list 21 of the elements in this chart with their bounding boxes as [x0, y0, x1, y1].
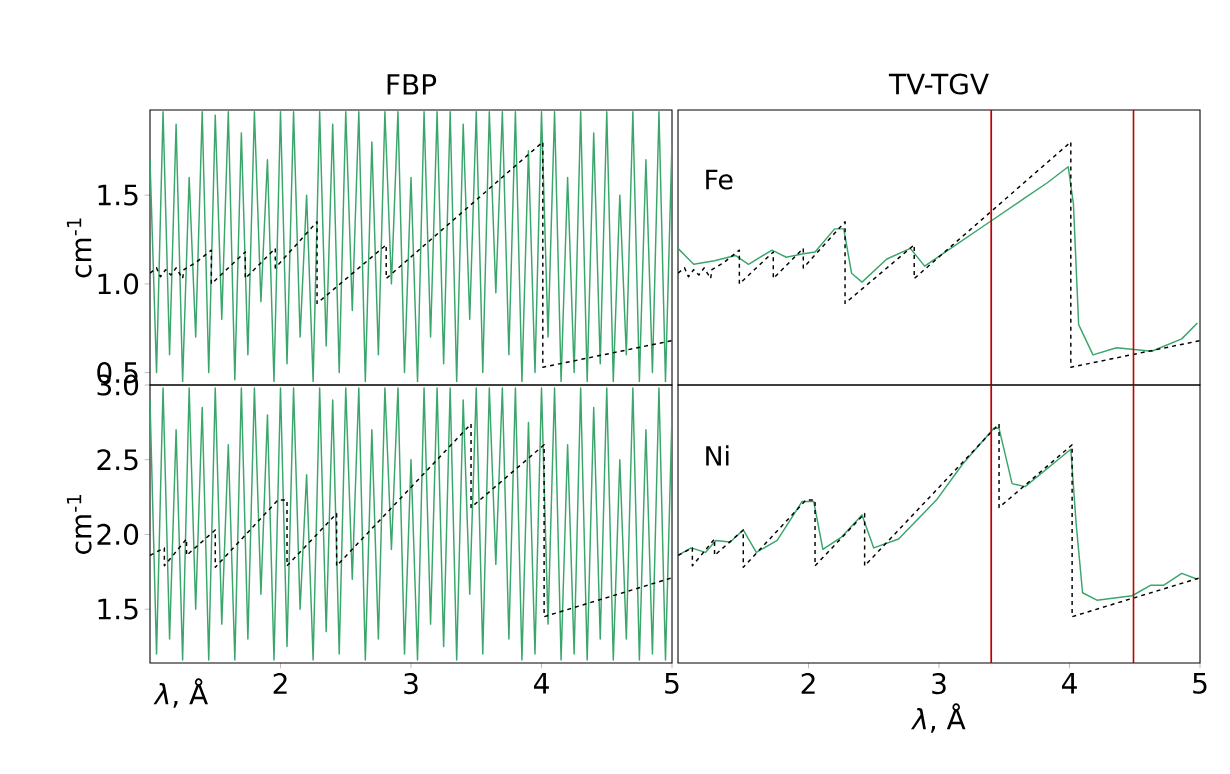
y-axis-title: cm$^{-1}$ — [66, 218, 92, 278]
x-tick-label: 5 — [1193, 673, 1207, 694]
y-tick-label: 2.5 — [97, 449, 138, 471]
x-tick-label: 3 — [932, 673, 946, 695]
x-axis-title: λ, Å — [153, 678, 208, 708]
y-tick-label: 1.5 — [98, 184, 138, 206]
x-tick-label: 4 — [533, 673, 549, 694]
chart-title: FBP — [387, 74, 437, 95]
x-tick-label: 2 — [801, 673, 815, 694]
x-tick-label: 2 — [273, 673, 287, 694]
x-axis-title: λ, Å — [911, 703, 966, 733]
annotation: Ni — [706, 445, 729, 466]
y-tick-label: 1.5 — [98, 598, 138, 620]
x-tick-label: 4 — [1061, 673, 1077, 694]
y-tick-label: 1.0 — [98, 273, 139, 295]
x-tick-label: 5 — [665, 673, 679, 694]
x-tick-label: 3 — [404, 673, 418, 695]
y-axis-title: cm$^{-1}$ — [66, 495, 92, 554]
y-tick-label: 2.0 — [97, 523, 139, 546]
annotation: Fe — [706, 169, 733, 190]
chart-title: TV-TGV — [888, 73, 989, 95]
